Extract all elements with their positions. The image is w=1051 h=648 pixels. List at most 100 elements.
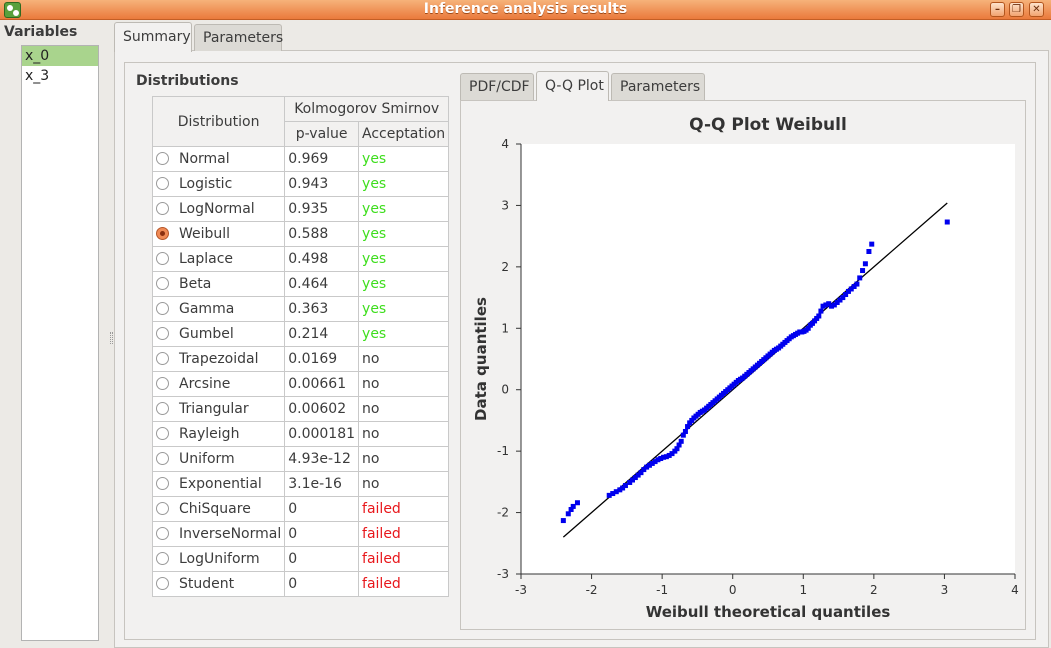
data-point bbox=[860, 268, 866, 274]
distribution-row[interactable]: Trapezoidal 0.0169 no bbox=[151, 346, 450, 372]
radio-button[interactable] bbox=[156, 477, 169, 490]
distribution-row[interactable]: LogNormal 0.935 yes bbox=[151, 196, 450, 222]
y-tick-label: -2 bbox=[497, 506, 509, 520]
x-tick-label: 3 bbox=[941, 583, 949, 597]
y-tick-label: -3 bbox=[497, 567, 509, 581]
distribution-cell[interactable]: Exponential bbox=[151, 471, 286, 497]
radio-button[interactable] bbox=[156, 427, 169, 440]
restore-icon[interactable]: ❐ bbox=[1009, 2, 1024, 17]
tab-plot-parameters[interactable]: Parameters bbox=[611, 73, 705, 100]
pvalue-cell: 0 bbox=[284, 496, 360, 522]
distribution-name: Student bbox=[179, 576, 235, 592]
radio-button[interactable] bbox=[156, 577, 169, 590]
radio-button[interactable] bbox=[156, 177, 169, 190]
distribution-cell[interactable]: Student bbox=[151, 571, 286, 597]
x-tick-label: -2 bbox=[586, 583, 598, 597]
distribution-cell[interactable]: Trapezoidal bbox=[151, 346, 286, 372]
title-bar: Inference analysis results – ❐ ✕ bbox=[0, 0, 1051, 20]
distribution-cell[interactable]: Beta bbox=[151, 271, 286, 297]
distribution-name: LogNormal bbox=[179, 201, 255, 217]
distribution-row[interactable]: Gamma 0.363 yes bbox=[151, 296, 450, 322]
distribution-row[interactable]: Uniform 4.93e-12 no bbox=[151, 446, 450, 472]
radio-button[interactable] bbox=[156, 202, 169, 215]
pvalue-cell: 0.363 bbox=[284, 296, 360, 322]
qq-plot-chart: Q-Q Plot Weibull Weibull theoretical qua… bbox=[472, 115, 1019, 621]
radio-button[interactable] bbox=[156, 327, 169, 340]
tab-qq-plot[interactable]: Q-Q Plot bbox=[536, 71, 609, 101]
distribution-row[interactable]: Normal 0.969 yes bbox=[151, 146, 450, 172]
data-point bbox=[661, 454, 667, 460]
distribution-cell[interactable]: ChiSquare bbox=[151, 496, 286, 522]
distribution-row[interactable]: InverseNormal 0 failed bbox=[151, 521, 450, 547]
data-point bbox=[685, 424, 691, 430]
splitter-handle[interactable] bbox=[110, 332, 113, 344]
distribution-name: Arcsine bbox=[179, 376, 231, 392]
pvalue-cell: 0.214 bbox=[284, 321, 360, 347]
close-icon[interactable]: ✕ bbox=[1029, 2, 1044, 17]
pvalue-cell: 0.00661 bbox=[284, 371, 360, 397]
data-point bbox=[574, 500, 580, 506]
distribution-row[interactable]: Triangular 0.00602 no bbox=[151, 396, 450, 422]
data-point bbox=[676, 442, 682, 448]
distribution-cell[interactable]: Triangular bbox=[151, 396, 286, 422]
variable-item[interactable]: x_3 bbox=[25, 68, 50, 84]
tab-pdf-cdf[interactable]: PDF/CDF bbox=[460, 73, 534, 100]
pvalue-cell: 0.498 bbox=[284, 246, 360, 272]
radio-button[interactable] bbox=[156, 527, 169, 540]
tab-summary[interactable]: Summary bbox=[114, 22, 192, 52]
acceptation-cell: no bbox=[358, 396, 450, 422]
distribution-cell[interactable]: Weibull bbox=[151, 221, 286, 247]
radio-button[interactable] bbox=[156, 402, 169, 415]
data-point bbox=[620, 485, 626, 491]
distribution-cell[interactable]: LogNormal bbox=[151, 196, 286, 222]
acceptation-cell: no bbox=[358, 346, 450, 372]
radio-button[interactable] bbox=[156, 252, 169, 265]
distribution-cell[interactable]: LogUniform bbox=[151, 546, 286, 572]
radio-button[interactable] bbox=[156, 552, 169, 565]
distribution-row[interactable]: Student 0 failed bbox=[151, 571, 450, 597]
radio-button[interactable] bbox=[156, 302, 169, 315]
distribution-row[interactable]: LogUniform 0 failed bbox=[151, 546, 450, 572]
distribution-cell[interactable]: Arcsine bbox=[151, 371, 286, 397]
radio-button[interactable] bbox=[156, 227, 169, 240]
acceptation-cell: yes bbox=[358, 271, 450, 297]
distribution-cell[interactable]: Uniform bbox=[151, 446, 286, 472]
distribution-cell[interactable]: InverseNormal bbox=[151, 521, 286, 547]
minimize-icon[interactable]: – bbox=[990, 2, 1005, 17]
distribution-cell[interactable]: Laplace bbox=[151, 246, 286, 272]
distribution-cell[interactable]: Gumbel bbox=[151, 321, 286, 347]
distribution-row[interactable]: Exponential 3.1e-16 no bbox=[151, 471, 450, 497]
variables-list[interactable]: x_0 x_3 bbox=[21, 45, 99, 641]
radio-button[interactable] bbox=[156, 152, 169, 165]
data-point bbox=[848, 286, 854, 292]
distribution-row[interactable]: Rayleigh 0.000181 no bbox=[151, 421, 450, 447]
data-point bbox=[854, 281, 860, 287]
distribution-row[interactable]: ChiSquare 0 failed bbox=[151, 496, 450, 522]
distribution-name: Weibull bbox=[179, 226, 231, 242]
data-point bbox=[866, 249, 872, 254]
radio-button[interactable] bbox=[156, 502, 169, 515]
tab-parameters[interactable]: Parameters bbox=[194, 24, 283, 51]
radio-button[interactable] bbox=[156, 377, 169, 390]
distribution-cell[interactable]: Logistic bbox=[151, 171, 286, 197]
distribution-row[interactable]: Beta 0.464 yes bbox=[151, 271, 450, 297]
y-tick-label: 3 bbox=[501, 198, 509, 212]
distribution-cell[interactable]: Gamma bbox=[151, 296, 286, 322]
variable-item[interactable]: x_0 bbox=[22, 46, 98, 66]
distribution-row[interactable]: Laplace 0.498 yes bbox=[151, 246, 450, 272]
pvalue-cell: 0.00602 bbox=[284, 396, 360, 422]
radio-button[interactable] bbox=[156, 452, 169, 465]
pvalue-cell: 0.464 bbox=[284, 271, 360, 297]
distribution-cell[interactable]: Rayleigh bbox=[151, 421, 286, 447]
distribution-row[interactable]: Logistic 0.943 yes bbox=[151, 171, 450, 197]
radio-button[interactable] bbox=[156, 277, 169, 290]
distribution-cell[interactable]: Normal bbox=[151, 146, 286, 172]
distribution-row[interactable]: Arcsine 0.00661 no bbox=[151, 371, 450, 397]
data-point bbox=[617, 487, 623, 493]
radio-button[interactable] bbox=[156, 352, 169, 365]
distribution-row[interactable]: Weibull 0.588 yes bbox=[151, 221, 450, 247]
y-tick-label: 4 bbox=[501, 137, 509, 151]
distribution-row[interactable]: Gumbel 0.214 yes bbox=[151, 321, 450, 347]
data-point bbox=[606, 492, 612, 498]
acceptation-cell: yes bbox=[358, 321, 450, 347]
